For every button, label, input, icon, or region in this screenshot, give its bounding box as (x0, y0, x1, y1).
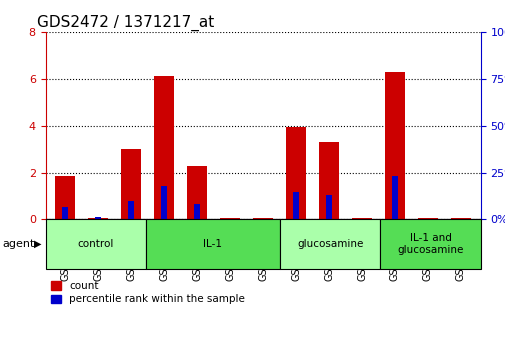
Bar (450, 218, 470, 219)
Text: IL-1: IL-1 (203, 239, 222, 249)
Bar (319, 142, 338, 219)
Bar (391, 176, 397, 219)
Bar (187, 166, 207, 219)
Bar (88, 218, 108, 219)
Bar (56, 176, 75, 219)
Text: agent: agent (3, 239, 35, 249)
Bar (359, 218, 364, 219)
Bar (128, 201, 134, 219)
Bar (227, 218, 233, 219)
Bar (351, 218, 371, 219)
Bar (424, 218, 430, 219)
Bar (95, 217, 101, 219)
Text: ▶: ▶ (34, 239, 41, 249)
Text: control: control (77, 239, 114, 249)
Bar (260, 218, 266, 219)
Bar (194, 205, 200, 219)
Bar (457, 218, 463, 219)
Bar (292, 192, 298, 219)
Legend: count, percentile rank within the sample: count, percentile rank within the sample (50, 281, 245, 304)
Text: glucosamine: glucosamine (296, 239, 363, 249)
Bar (417, 218, 437, 219)
Bar (220, 218, 239, 219)
Bar (384, 72, 404, 219)
Bar (325, 195, 331, 219)
Bar (62, 207, 68, 219)
Bar (252, 218, 273, 219)
Bar (154, 76, 174, 219)
Text: GDS2472 / 1371217_at: GDS2472 / 1371217_at (37, 14, 214, 30)
Text: IL-1 and
glucosamine: IL-1 and glucosamine (396, 233, 463, 255)
Bar (121, 149, 141, 219)
Bar (286, 127, 306, 219)
Bar (161, 186, 167, 219)
